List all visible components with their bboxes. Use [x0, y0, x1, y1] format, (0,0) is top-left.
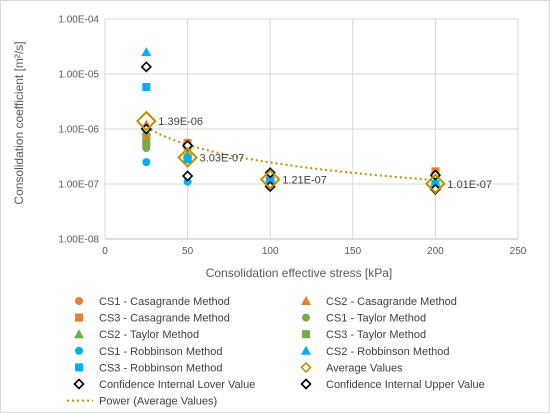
data-label: 1.39E-06 [158, 116, 203, 128]
data-point [142, 158, 151, 167]
legend-marker [74, 329, 84, 339]
data-point [140, 61, 152, 73]
legend-item: CS1 - Casagrande Method [75, 296, 230, 308]
legend-label: CS1 - Casagrande Method [99, 296, 230, 308]
legend-label: Power (Average Values) [99, 396, 217, 408]
data-point [181, 139, 194, 152]
x-axis-title: Consolidation effective stress [kPa] [206, 266, 393, 280]
data-label: 1.21E-07 [282, 174, 327, 186]
legend-item: CS1 - Robbinson Method [75, 346, 223, 358]
points-layer [135, 47, 446, 195]
legend-label: CS3 - Robbinson Method [99, 362, 223, 374]
legend-marker [300, 378, 312, 390]
legend-label: CS2 - Taylor Method [99, 329, 199, 341]
y-tick-label: 1.00E-06 [58, 125, 99, 136]
legend-label: CS2 - Robbinson Method [326, 346, 450, 358]
legend-label: CS3 - Casagrande Method [99, 313, 230, 325]
data-point [142, 83, 151, 92]
data-label: 1.01E-07 [447, 179, 492, 191]
legend-item: CS2 - Robbinson Method [301, 345, 450, 358]
legend-label: Average Values [326, 362, 403, 374]
x-tick-label: 100 [262, 246, 279, 257]
legend-marker [301, 345, 311, 355]
y-tick-label: 1.00E-07 [58, 180, 99, 191]
x-tick-label: 150 [344, 246, 361, 257]
legend-item: Power (Average Values) [67, 396, 217, 408]
legend-marker [300, 361, 312, 374]
legend-label: CS2 - Casagrande Method [326, 296, 457, 308]
x-tick-label: 50 [182, 246, 194, 257]
legend-item: CS3 - Taylor Method [302, 329, 426, 341]
data-label: 3.03E-07 [200, 153, 245, 165]
data-point [424, 173, 446, 195]
legend-marker [75, 363, 83, 372]
legend: CS1 - Casagrande Method CS2 - Casagrande … [67, 296, 485, 408]
legend-item: Confidence Internal Lover Value [73, 378, 255, 391]
x-tick-labels: 0 50 100 150 200 250 [102, 246, 527, 257]
legend-item: Average Values [300, 361, 403, 374]
legend-marker [73, 378, 85, 390]
legend-marker [302, 313, 310, 322]
data-point [183, 177, 192, 186]
legend-marker [302, 330, 310, 339]
legend-item: CS2 - Taylor Method [74, 329, 199, 341]
legend-item: CS3 - Robbinson Method [75, 362, 223, 374]
legend-item: Confidence Internal Upper Value [300, 378, 485, 391]
data-point [259, 169, 281, 190]
data-point [142, 139, 151, 148]
y-axis-title: Consolidation coefficient [m²/s] [12, 41, 26, 204]
data-point [264, 167, 276, 179]
y-tick-label: 1.00E-08 [58, 235, 99, 246]
y-tick-label: 1.00E-04 [58, 15, 99, 26]
x-tick-label: 250 [510, 246, 527, 257]
legend-item: CS1 - Taylor Method [302, 313, 426, 325]
grid [104, 18, 519, 240]
y-tick-label: 1.00E-05 [58, 70, 99, 81]
legend-marker [75, 297, 83, 305]
x-tick-label: 0 [102, 246, 108, 257]
y-tick-labels: 1.00E-08 1.00E-07 1.00E-06 1.00E-05 1.00E-04 [58, 15, 99, 246]
x-tick-label: 200 [427, 246, 444, 257]
legend-label: CS1 - Robbinson Method [99, 346, 223, 358]
legend-marker [75, 313, 83, 322]
legend-label: CS3 - Taylor Method [326, 329, 426, 341]
data-point [177, 147, 199, 168]
power-trendline [145, 126, 436, 182]
legend-item: CS3 - Casagrande Method [75, 313, 230, 325]
legend-marker [301, 296, 311, 305]
annotations-layer: 1.39E-06 3.03E-07 1.21E-07 1.01E-07 [158, 116, 492, 191]
data-point [266, 176, 275, 185]
data-point [183, 155, 192, 164]
legend-label: CS1 - Taylor Method [326, 313, 426, 325]
trendline-layer [145, 126, 436, 182]
legend-label: Confidence Internal Lover Value [99, 379, 255, 391]
legend-label: Confidence Internal Upper Value [326, 379, 485, 391]
legend-item: CS2 - Casagrande Method [301, 296, 457, 308]
data-point [181, 170, 194, 182]
legend-marker [75, 346, 83, 355]
data-point [135, 110, 157, 132]
data-point [141, 47, 152, 57]
